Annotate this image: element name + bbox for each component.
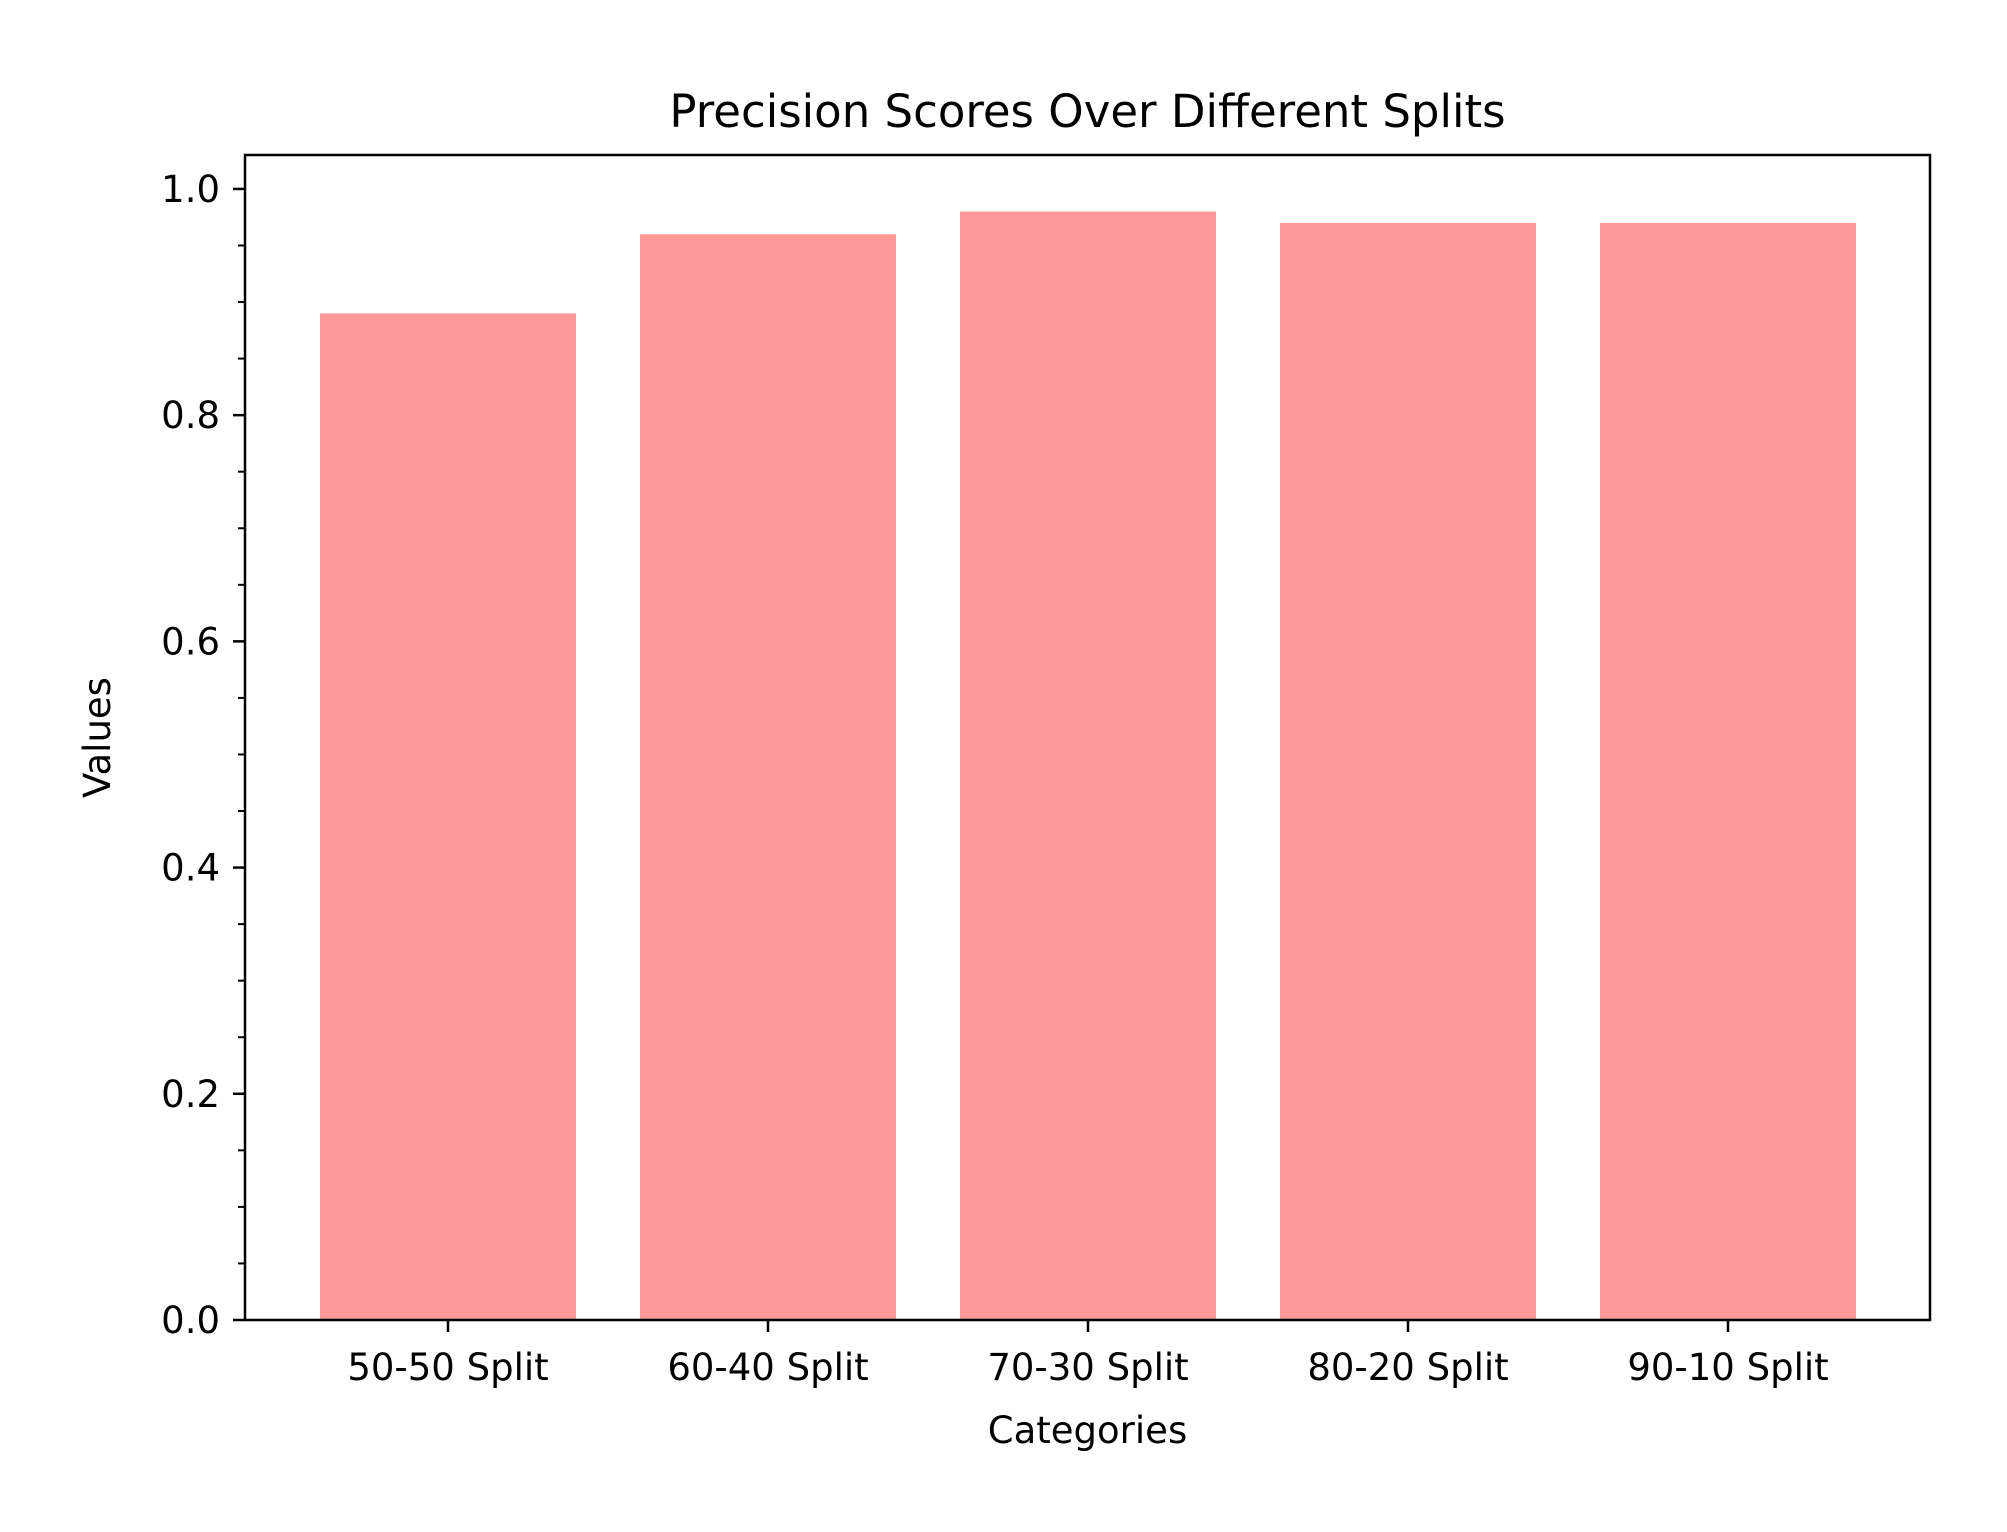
plot-frame — [243, 153, 1932, 1322]
x-axis-ticks: 50-50 Split 60-40 Split 70-30 Split 80-20 S… — [347, 1320, 1829, 1389]
bar-80-20-split — [1280, 222, 1536, 1321]
x-tick-label: 80-20 Split — [1307, 1346, 1508, 1389]
y-tick-label: 0.6 — [161, 620, 220, 663]
y-tick-label: 1.0 — [161, 168, 220, 211]
y-tick-label: 0.8 — [161, 394, 220, 437]
bar-90-10-split — [1600, 222, 1856, 1321]
x-tick-label: 90-10 Split — [1627, 1346, 1828, 1389]
x-tick-label: 60-40 Split — [667, 1346, 868, 1389]
x-tick-label: 70-30 Split — [987, 1346, 1188, 1389]
y-axis-ticks: 0.0 0.2 0.4 0.6 0.8 1.0 — [161, 168, 245, 1342]
bar-60-40-split — [640, 234, 896, 1320]
x-tick-label: 50-50 Split — [347, 1346, 548, 1389]
bars-layer — [320, 211, 1856, 1321]
chart-title: Precision Scores Over Different Splits — [669, 85, 1505, 138]
bar-50-50-split — [320, 313, 576, 1321]
y-axis-label: Values — [76, 677, 119, 798]
bar-70-30-split — [960, 211, 1216, 1321]
y-tick-label: 0.0 — [161, 1299, 220, 1342]
x-axis-label: Categories — [988, 1409, 1187, 1452]
y-tick-label: 0.4 — [161, 847, 220, 890]
y-tick-label: 0.2 — [161, 1073, 220, 1116]
